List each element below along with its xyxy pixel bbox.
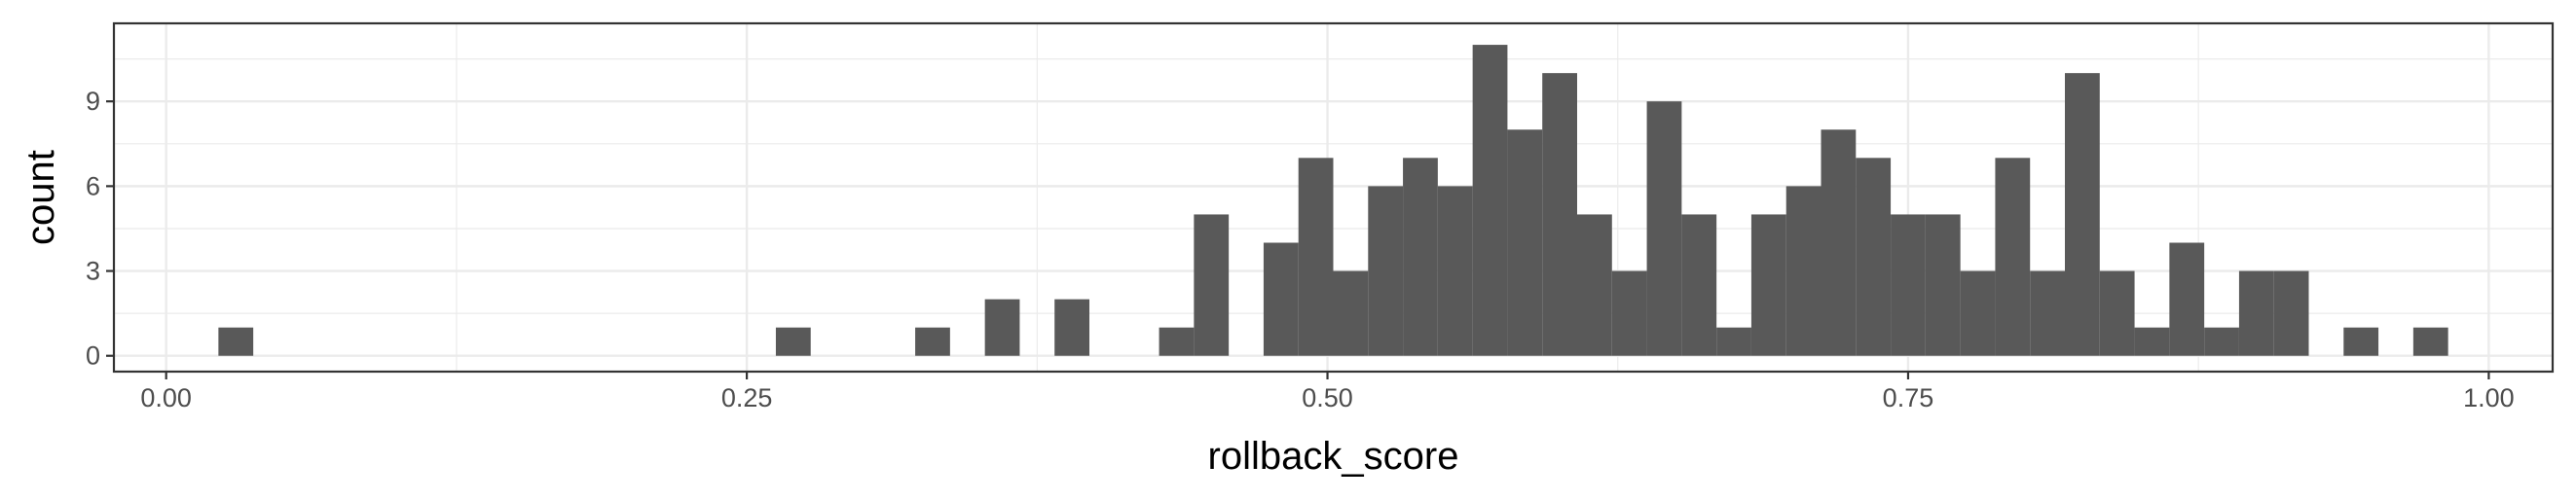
histogram-bar	[218, 327, 254, 356]
histogram-bar	[1159, 327, 1195, 356]
histogram-bar	[2204, 327, 2239, 356]
histogram-bar	[1750, 214, 1786, 356]
x-tick-label: 1.00	[2463, 383, 2515, 412]
x-tick-label: 0.25	[721, 383, 773, 412]
histogram-bar	[1472, 45, 1508, 356]
histogram-bar	[915, 327, 950, 356]
histogram-bar	[1542, 73, 1577, 356]
y-axis-title: count	[19, 150, 62, 245]
histogram-bar	[1298, 158, 1334, 356]
y-tick-label: 3	[86, 257, 100, 286]
x-axis: 0.00 0.25 0.50 0.75 1.00	[140, 372, 2515, 412]
histogram-bar	[1194, 214, 1230, 356]
histogram-bar	[1925, 214, 1961, 356]
plot-border	[112, 21, 2555, 374]
histogram-bar	[1681, 214, 1717, 356]
histogram-bar	[1785, 186, 1822, 356]
histogram-bar	[1403, 158, 1438, 356]
histogram-bar	[2134, 327, 2170, 356]
y-tick-label: 0	[86, 341, 100, 371]
histogram-bar	[1263, 242, 1299, 356]
y-axis: 0 3 6 9	[86, 87, 114, 371]
histogram-bar	[1507, 129, 1543, 356]
histogram-bar	[2238, 270, 2274, 356]
histogram-bar	[1437, 186, 1473, 356]
histogram-bar	[2065, 73, 2100, 356]
histogram-bar	[1611, 270, 1647, 356]
histogram-bar	[1856, 158, 1892, 356]
histogram-bar	[1368, 186, 1404, 356]
histogram-bar	[1891, 214, 1926, 356]
histogram-bars	[218, 45, 2448, 356]
histogram-bar	[1054, 299, 1089, 356]
y-tick-label: 9	[86, 87, 100, 116]
histogram-bar	[2030, 270, 2065, 356]
histogram-bar	[2412, 327, 2448, 356]
histogram-bar	[2169, 242, 2205, 356]
histogram-bar	[1821, 129, 1857, 356]
histogram-bar	[2099, 270, 2135, 356]
x-tick-label: 0.75	[1883, 383, 1934, 412]
histogram-bar	[984, 299, 1020, 356]
x-tick-label: 0.00	[140, 383, 192, 412]
y-tick-label: 6	[86, 171, 100, 200]
histogram-bar	[1646, 101, 1682, 356]
histogram-bar	[1333, 270, 1369, 356]
histogram-bar	[2273, 270, 2309, 356]
histogram-bar	[1577, 214, 1612, 356]
histogram-bar	[775, 327, 811, 356]
histogram-bar	[1960, 270, 1996, 356]
histogram-bar	[1995, 158, 2031, 356]
x-tick-label: 0.50	[1302, 383, 1353, 412]
x-axis-title: rollback_score	[1208, 435, 1459, 478]
histogram-bar	[2343, 327, 2379, 356]
histogram-bar	[1716, 327, 1751, 356]
